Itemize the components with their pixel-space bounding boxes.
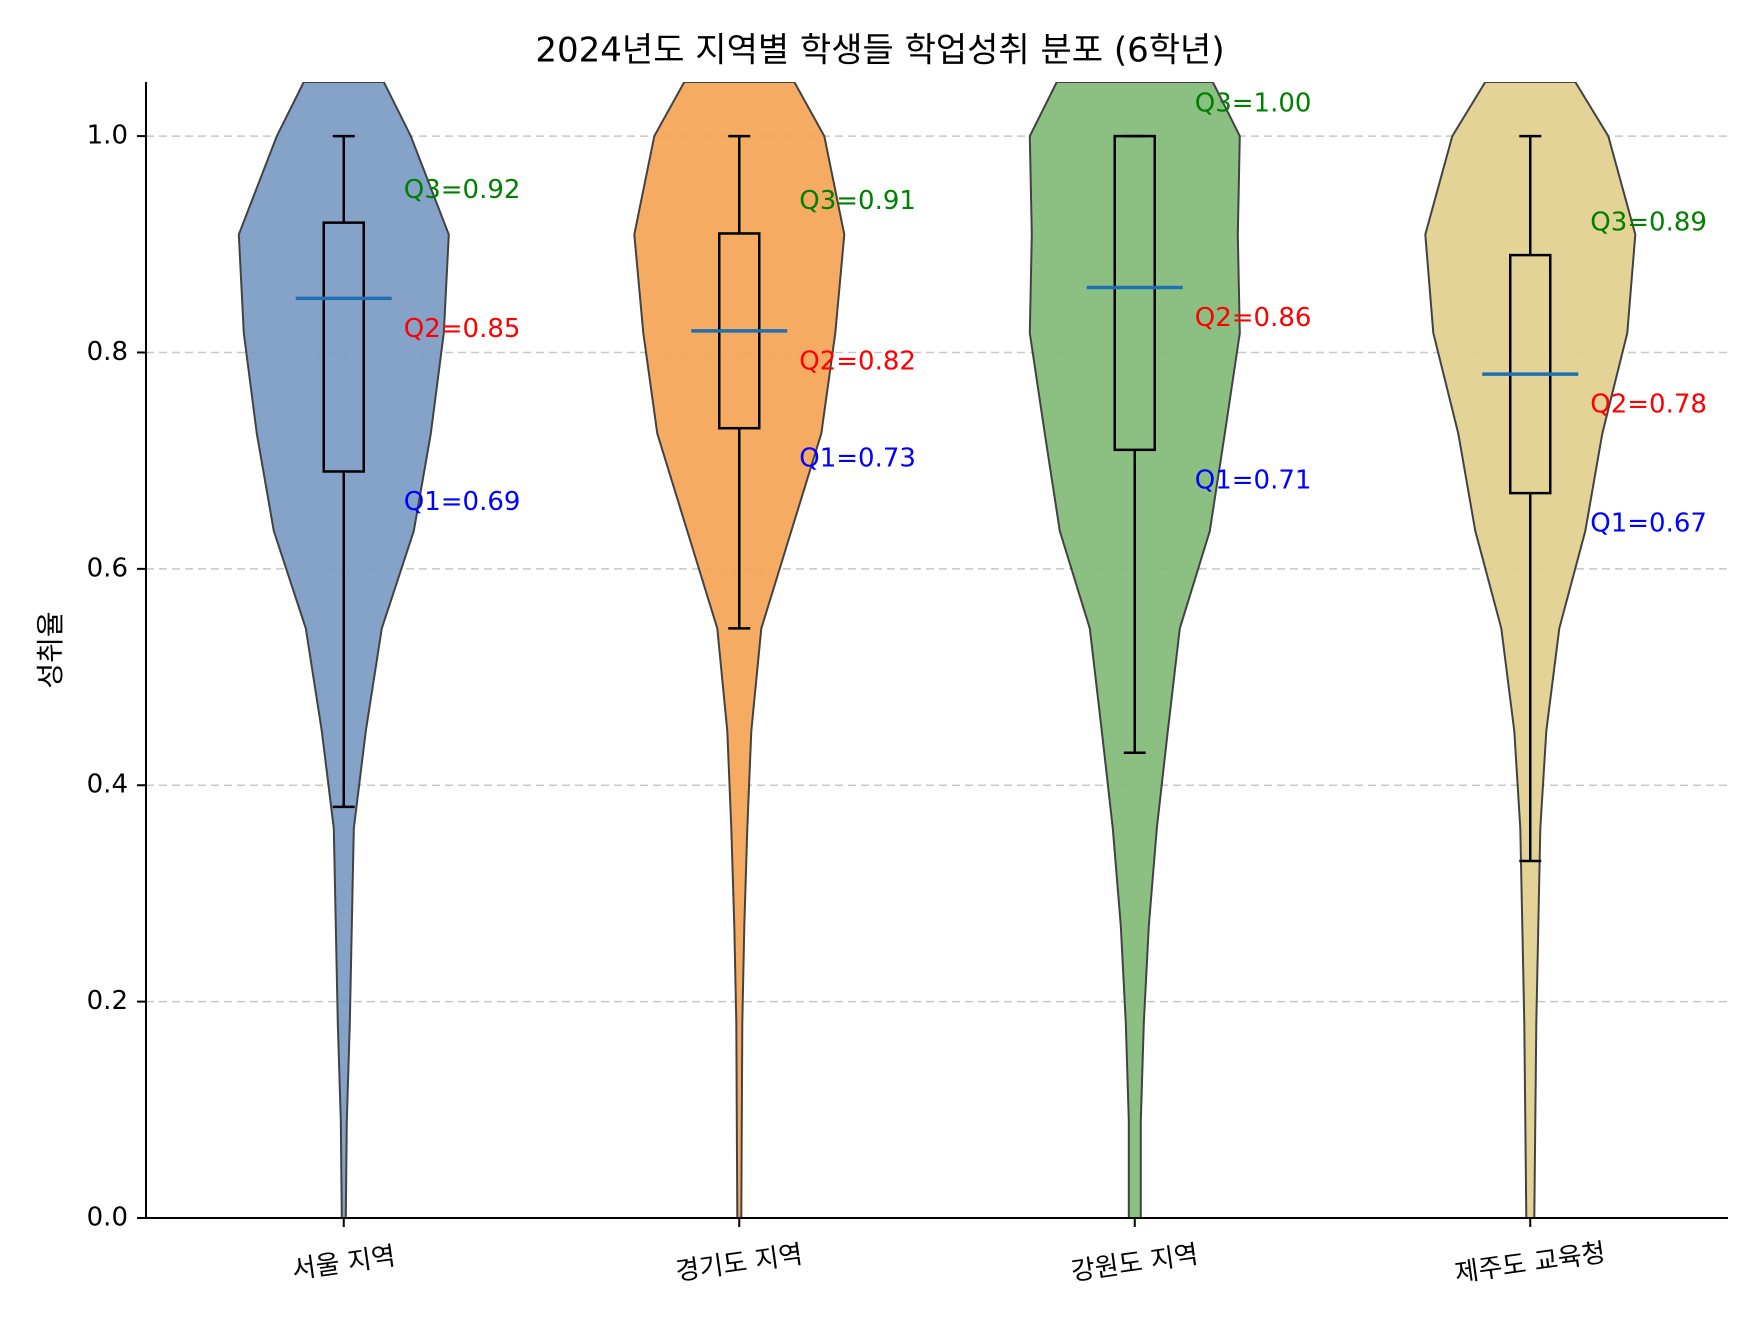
x-category-label: 서울 지역 xyxy=(290,1241,397,1285)
annotation-layer: Q3=0.92 Q2=0.85 Q1=0.69 Q3=0.91 Q2=0.82 Q1=0.… xyxy=(404,89,1707,539)
q3-annotation: Q3=1.00 xyxy=(1195,89,1312,119)
y-tick-label: 0.8 xyxy=(87,337,128,367)
q2-annotation: Q2=0.86 xyxy=(1195,303,1312,333)
q1-annotation: Q1=0.69 xyxy=(404,487,521,517)
x-category-label: 강원도 지역 xyxy=(1069,1240,1200,1288)
violin-body xyxy=(633,82,846,1218)
iqr-box xyxy=(322,221,365,473)
violin-layer xyxy=(237,82,1637,1218)
y-tick-label: 0.4 xyxy=(87,770,128,800)
y-tick-label: 1.0 xyxy=(87,121,128,151)
y-tick-label: 0.0 xyxy=(87,1203,128,1233)
q2-annotation: Q2=0.82 xyxy=(799,346,916,376)
y-axis-label: 성취율 xyxy=(34,611,67,688)
iqr-box xyxy=(1113,134,1156,452)
x-category-label: 경기도 지역 xyxy=(674,1240,805,1288)
q2-annotation: Q2=0.78 xyxy=(1590,390,1707,420)
q1-annotation: Q1=0.73 xyxy=(799,444,916,474)
y-tick-label: 0.2 xyxy=(87,986,128,1016)
box-layer xyxy=(295,134,1579,863)
chart-title: 2024년도 지역별 학생들 학업성취 분포 (6학년) xyxy=(535,31,1224,71)
x-category-label: 제주도 교육청 xyxy=(1453,1238,1607,1289)
q3-annotation: Q3=0.92 xyxy=(404,175,521,205)
q2-annotation: Q2=0.85 xyxy=(404,314,521,344)
q1-annotation: Q1=0.71 xyxy=(1195,465,1312,495)
y-tick-label: 0.6 xyxy=(87,553,128,583)
q1-annotation: Q1=0.67 xyxy=(1590,509,1707,539)
q3-annotation: Q3=0.89 xyxy=(1590,208,1707,238)
q3-annotation: Q3=0.91 xyxy=(799,186,916,216)
